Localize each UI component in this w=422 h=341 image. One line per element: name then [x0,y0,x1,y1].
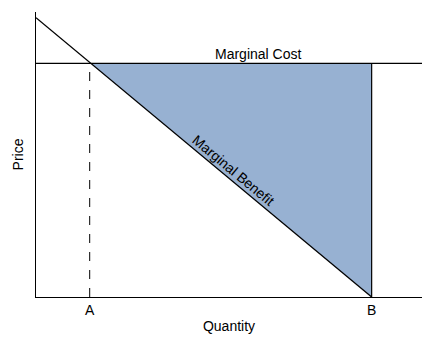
svg-text:A: A [85,302,95,318]
svg-text:Marginal Cost: Marginal Cost [215,46,301,62]
svg-text:Price: Price [10,138,26,170]
svg-text:B: B [367,302,376,318]
svg-text:Marginal Benefit: Marginal Benefit [189,132,277,209]
svg-text:Quantity: Quantity [203,318,255,334]
